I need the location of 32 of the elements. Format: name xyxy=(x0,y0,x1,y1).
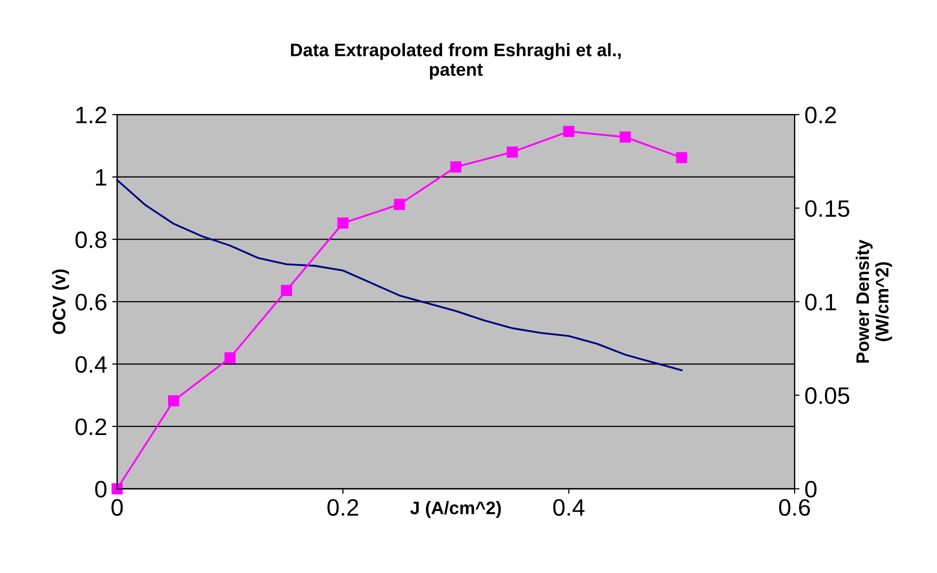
point xyxy=(224,352,236,364)
x-tick-label: 0.4 xyxy=(553,499,584,516)
point xyxy=(676,152,688,164)
y-tick-label: 0 xyxy=(95,480,106,498)
x-tick-label: 0.6 xyxy=(779,499,810,516)
y-tick-label: 1.2 xyxy=(76,106,106,124)
point xyxy=(620,131,631,143)
x-tick-label: 0 xyxy=(111,499,123,516)
point xyxy=(563,126,574,137)
chart-title: Data Extrapolated from Eshraghi et al., patent xyxy=(291,43,621,80)
y2-tick-label: 0.1 xyxy=(805,294,836,310)
y-tick-label: 0.6 xyxy=(76,294,106,310)
point xyxy=(450,161,462,173)
y2-axis-title: Power Density (W/cm^2) xyxy=(856,240,892,363)
y-tick-label: 0.2 xyxy=(76,418,106,436)
point xyxy=(506,146,518,158)
y2-tick-label: 0 xyxy=(805,480,817,498)
y2-tick-label: 0.05 xyxy=(805,387,850,404)
x-axis-title: J (A/cm^2) xyxy=(410,501,501,518)
y2-tick-label: 0.15 xyxy=(805,200,850,217)
y-tick-label: 0.8 xyxy=(76,231,106,248)
y2-tick-label: 0.2 xyxy=(805,106,836,124)
point xyxy=(168,395,180,406)
y-tick-label: 1 xyxy=(96,169,106,186)
point xyxy=(280,284,292,296)
point xyxy=(112,483,123,494)
y-tick-label: 0.4 xyxy=(76,356,107,373)
point xyxy=(394,198,405,210)
x-tick-label: 0.2 xyxy=(327,499,358,516)
line-series xyxy=(116,179,683,372)
y-axis-title: OCV (v) xyxy=(52,269,70,334)
point xyxy=(337,218,348,229)
